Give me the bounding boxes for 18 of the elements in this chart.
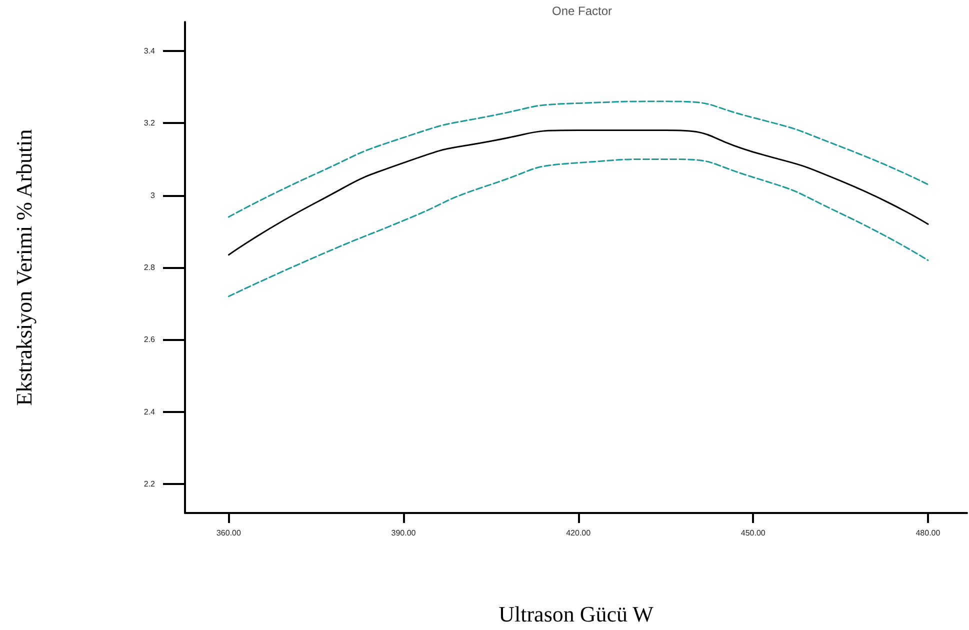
- y-tick-label: 3.2: [144, 118, 156, 128]
- x-tick-label: 390.00: [391, 528, 416, 538]
- x-tick-label: 360.00: [216, 528, 242, 538]
- x-tick-label: 480.00: [916, 528, 941, 538]
- chart-title: One Factor: [552, 4, 612, 18]
- y-tick-label: 2.8: [144, 263, 156, 272]
- line-series: [228, 130, 929, 256]
- y-tick-label: 2.4: [144, 407, 156, 416]
- y-tick-label: 3.4: [144, 46, 156, 56]
- y-tick-label: 2.6: [144, 335, 156, 344]
- line-series: [228, 100, 929, 218]
- line-series: [228, 158, 929, 298]
- x-tick-label: 420.00: [566, 528, 592, 538]
- x-axis-title: Ultrason Gücü W: [498, 602, 654, 626]
- y-tick-label: 2.2: [144, 480, 156, 489]
- y-axis-title: Ekstraksiyon Verimi % Arbutin: [12, 129, 36, 406]
- x-tick-label: 450.00: [740, 528, 766, 538]
- y-tick-label: 3: [150, 190, 156, 200]
